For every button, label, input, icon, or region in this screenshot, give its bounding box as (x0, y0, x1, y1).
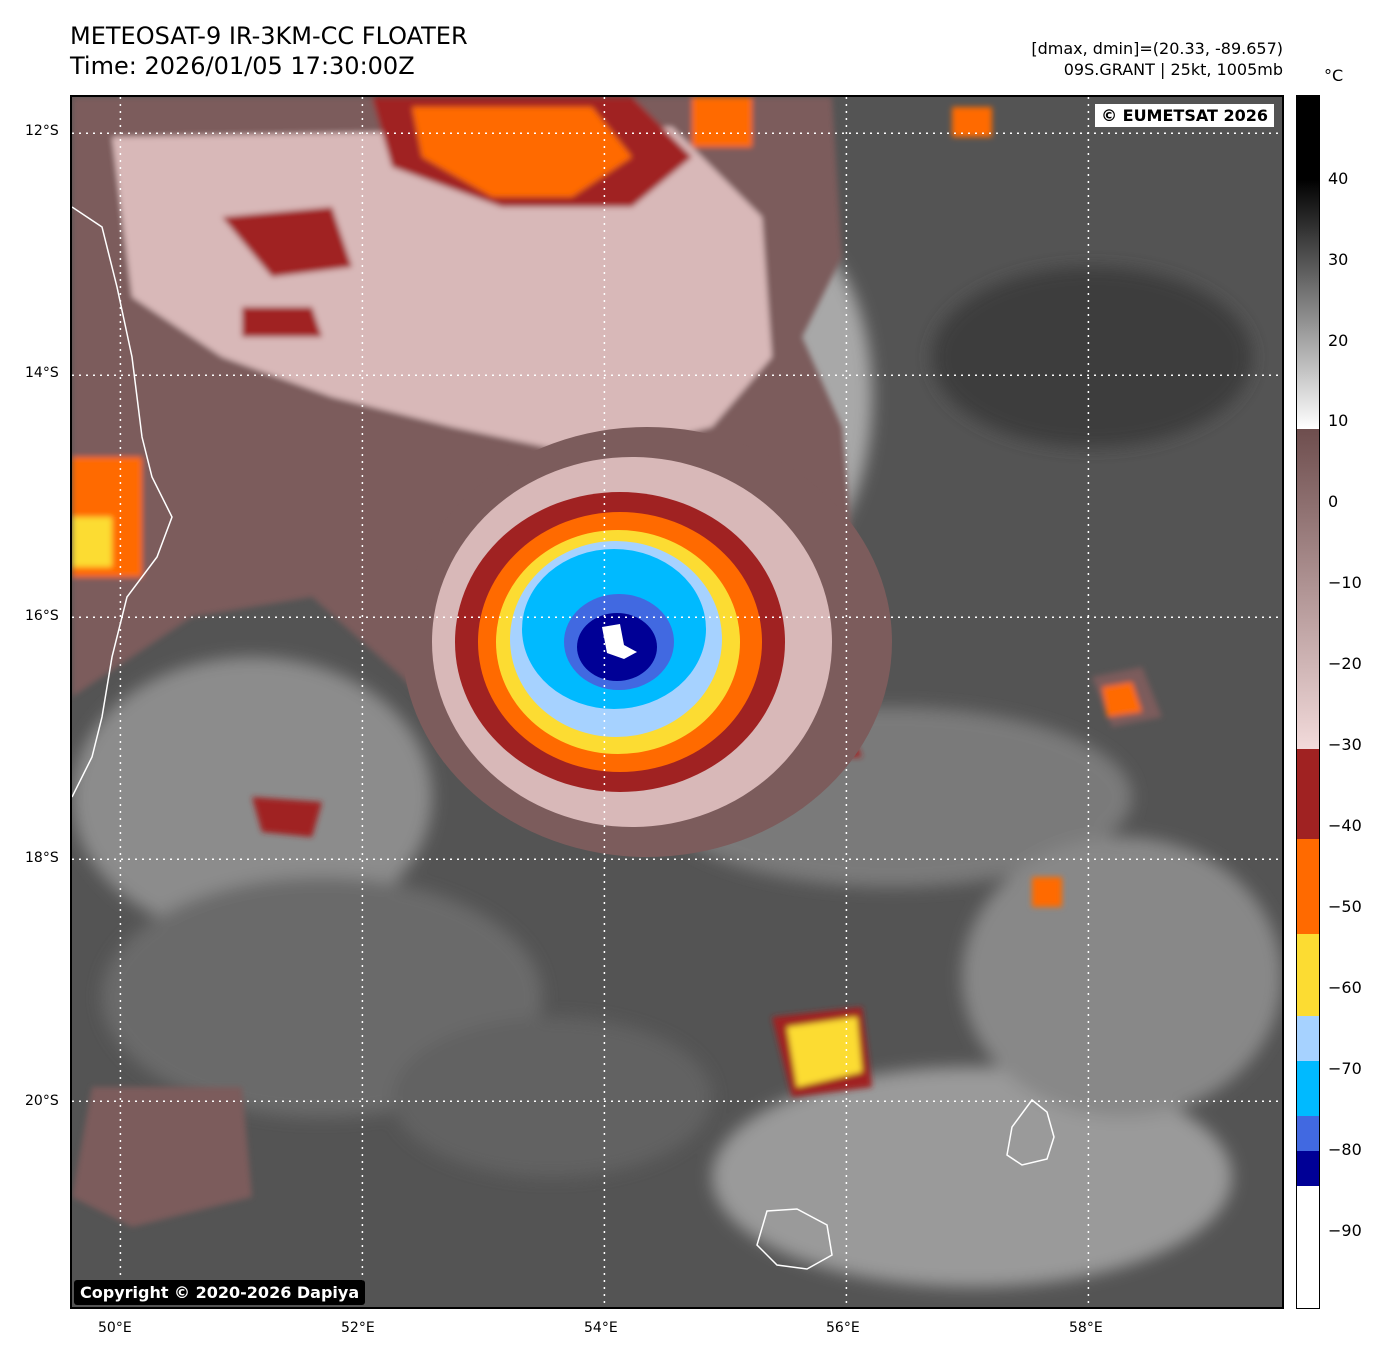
colorbar-tick-minus70: −70 (1328, 1059, 1362, 1078)
lat-label-12s: 12°S (25, 123, 59, 139)
lat-label-18s: 18°S (25, 850, 59, 866)
coastlines (72, 206, 1055, 1270)
colorbar-tick-30: 30 (1328, 250, 1349, 269)
lon-label-54e: 54°E (584, 1320, 618, 1336)
dapiya-copyright: Copyright © 2020-2026 Dapiya (74, 1280, 366, 1305)
mauritius-outline (1006, 1098, 1055, 1166)
colorbar-tick-minus50: −50 (1328, 897, 1362, 916)
colorbar-tick-minus80: −80 (1328, 1140, 1362, 1159)
satellite-map[interactable]: © EUMETSAT 2026 Copyright © 2020-2026 Da… (70, 95, 1284, 1309)
lat-label-20s: 20°S (25, 1093, 59, 1109)
reunion-outline (756, 1208, 833, 1270)
storm-info: 09S.GRANT | 25kt, 1005mb (1063, 60, 1283, 79)
colorbar-tick-40: 40 (1328, 169, 1349, 188)
lon-label-52e: 52°E (341, 1320, 375, 1336)
eumetsat-copyright: © EUMETSAT 2026 (1095, 104, 1274, 127)
storm-convective-core (402, 427, 892, 857)
temperature-colorbar (1296, 95, 1320, 1309)
lon-label-50e: 50°E (98, 1320, 132, 1336)
lon-label-58e: 58°E (1069, 1320, 1103, 1336)
colorbar-tick-minus60: −60 (1328, 978, 1362, 997)
colorbar-tick-20: 20 (1328, 331, 1349, 350)
lon-label-56e: 56°E (826, 1320, 860, 1336)
colorbar-tick-minus30: −30 (1328, 735, 1362, 754)
colorbar-tick-minus40: −40 (1328, 816, 1362, 835)
temperature-range: [dmax, dmin]=(20.33, -89.657) (1031, 39, 1283, 58)
ir-imagery (72, 97, 1282, 1307)
colorbar-unit: °C (1324, 66, 1344, 85)
map-timestamp: Time: 2026/01/05 17:30:00Z (70, 52, 415, 80)
lat-lon-grid (72, 97, 1282, 1307)
colorbar-tick-minus10: −10 (1328, 573, 1362, 592)
colorbar-tick-0: 0 (1328, 492, 1339, 511)
map-title: METEOSAT-9 IR-3KM-CC FLOATER (70, 22, 468, 50)
colorbar-tick-minus20: −20 (1328, 654, 1362, 673)
lat-label-14s: 14°S (25, 365, 59, 381)
lat-label-16s: 16°S (25, 608, 59, 624)
colorbar-tick-minus90: −90 (1328, 1221, 1362, 1240)
colorbar-tick-10: 10 (1328, 411, 1349, 430)
